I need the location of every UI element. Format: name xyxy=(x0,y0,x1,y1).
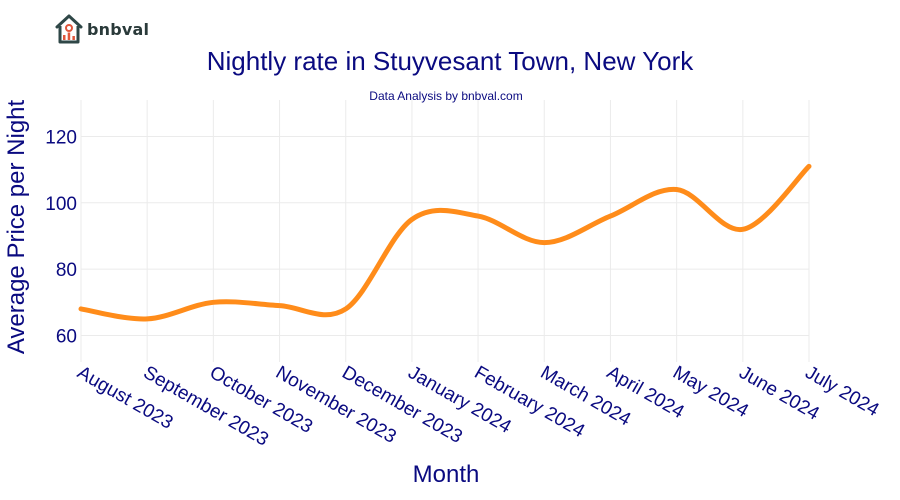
y-tick-labels: 60 80 100 120 xyxy=(45,127,77,347)
brand-logo: bnbval xyxy=(54,12,149,46)
y-tick-label: 120 xyxy=(45,127,77,148)
y-axis-title: Average Price per Night xyxy=(3,99,30,354)
x-axis-title: Month xyxy=(413,461,480,488)
series-line-nightly-rate xyxy=(78,163,812,322)
x-gridlines xyxy=(80,100,810,362)
y-tick-label: 60 xyxy=(56,326,77,347)
brand-name: bnbval xyxy=(87,19,150,39)
y-gridlines xyxy=(81,135,809,336)
x-tick-label: February 2024 xyxy=(471,362,589,442)
house-chart-icon xyxy=(55,14,83,44)
y-tick-label: 100 xyxy=(45,194,77,215)
chart-title: Nightly rate in Stuyvesant Town, New Yor… xyxy=(207,46,695,76)
y-tick-label: 80 xyxy=(56,260,77,281)
chart-subtitle: Data Analysis by bnbval.com xyxy=(369,89,522,103)
